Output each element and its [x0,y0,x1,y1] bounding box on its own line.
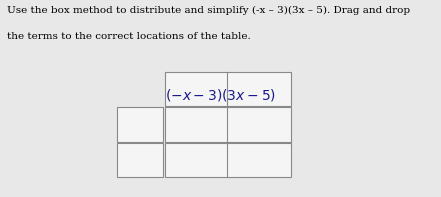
Bar [117,107,163,142]
Bar [227,143,291,177]
Bar [165,72,229,106]
Text: the terms to the correct locations of the table.: the terms to the correct locations of th… [7,32,250,41]
Bar [165,143,229,177]
Bar [117,143,163,177]
Bar [165,107,229,142]
Text: Use the box method to distribute and simplify (-x – 3)(3x – 5). Drag and drop: Use the box method to distribute and sim… [7,6,410,15]
Text: $(-x-3)(3x-5)$: $(-x-3)(3x-5)$ [165,87,276,103]
Bar [227,107,291,142]
Bar [227,72,291,106]
